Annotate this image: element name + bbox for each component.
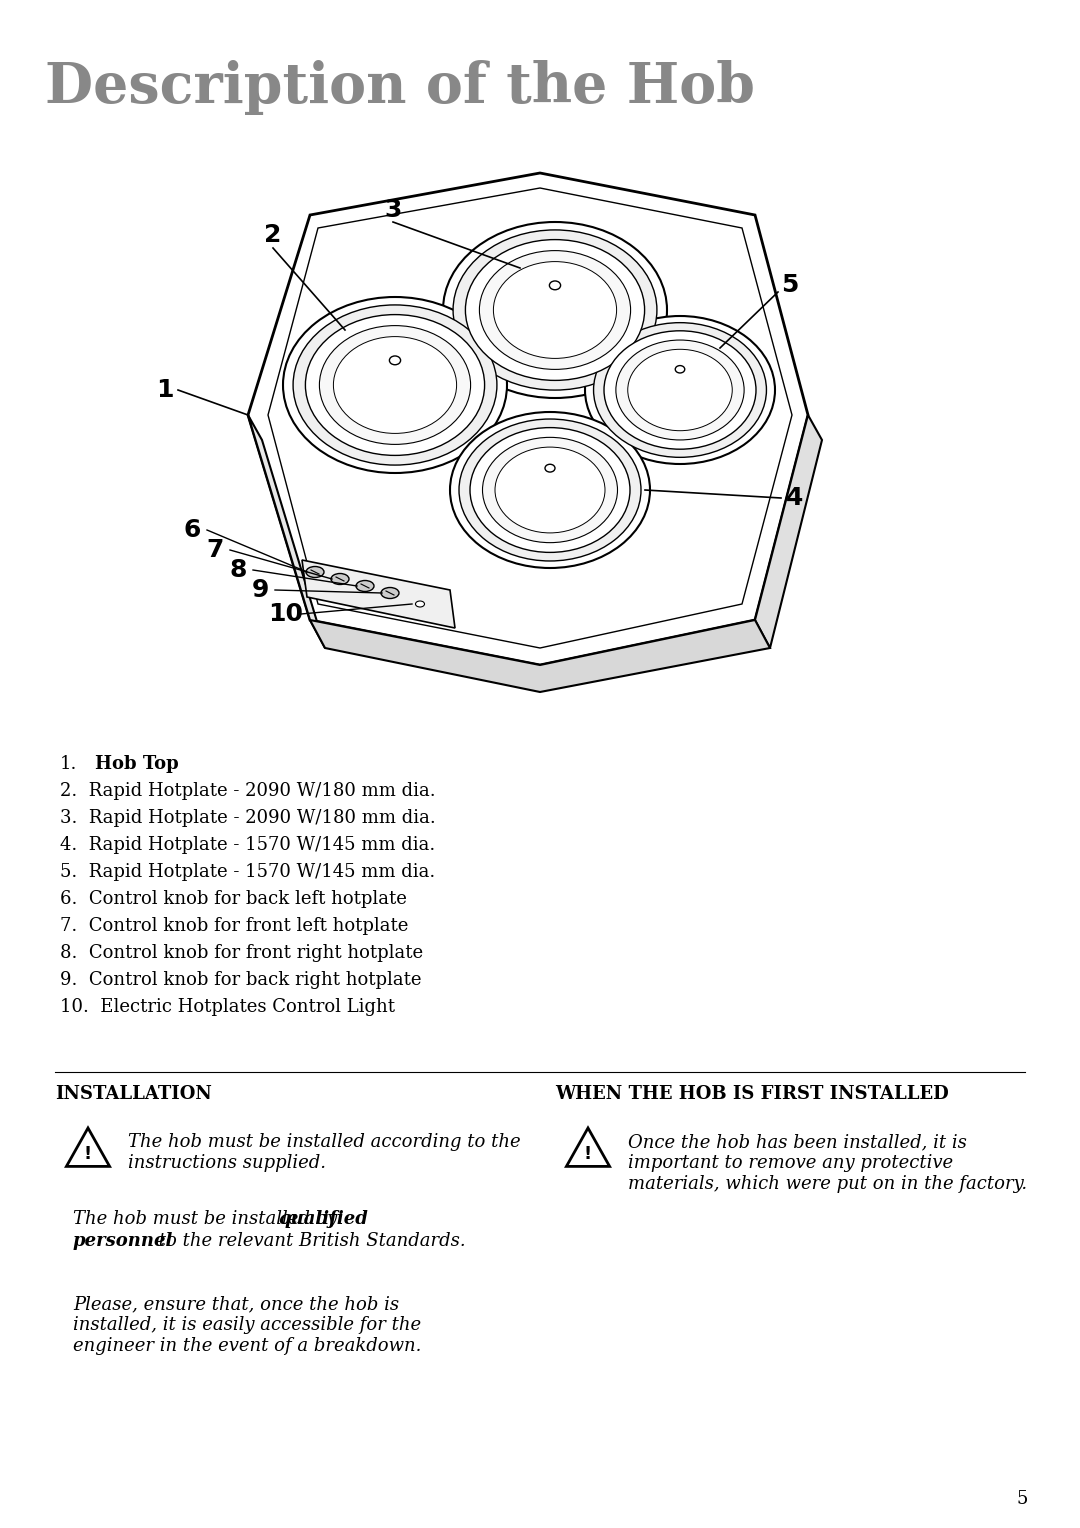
Ellipse shape [283, 296, 507, 474]
Ellipse shape [443, 222, 667, 397]
Ellipse shape [594, 322, 767, 457]
Text: Please, ensure that, once the hob is
installed, it is easily accessible for the
: Please, ensure that, once the hob is ins… [73, 1296, 421, 1355]
Text: 8: 8 [229, 558, 246, 582]
Ellipse shape [306, 567, 324, 578]
Text: 10: 10 [269, 602, 303, 626]
Ellipse shape [616, 341, 744, 440]
Ellipse shape [470, 428, 630, 553]
Ellipse shape [450, 413, 650, 568]
Text: 9.  Control knob for back right hotplate: 9. Control knob for back right hotplate [60, 970, 421, 989]
Ellipse shape [494, 261, 617, 359]
Ellipse shape [381, 587, 399, 599]
Text: Hob Top: Hob Top [95, 755, 179, 773]
Text: !: ! [84, 1146, 92, 1163]
Text: 1: 1 [157, 377, 174, 402]
Text: personnel: personnel [73, 1232, 174, 1250]
Ellipse shape [330, 573, 349, 585]
Polygon shape [755, 416, 822, 648]
Text: Description of the Hob: Description of the Hob [45, 60, 755, 115]
Text: 4.  Rapid Hotplate - 1570 W/145 mm dia.: 4. Rapid Hotplate - 1570 W/145 mm dia. [60, 836, 435, 854]
Text: 10.  Electric Hotplates Control Light: 10. Electric Hotplates Control Light [60, 998, 395, 1016]
Text: 8.  Control knob for front right hotplate: 8. Control knob for front right hotplate [60, 944, 423, 963]
Text: qualified: qualified [278, 1210, 368, 1229]
Ellipse shape [334, 336, 457, 434]
Text: !: ! [584, 1146, 592, 1163]
Ellipse shape [495, 448, 605, 533]
Ellipse shape [480, 251, 631, 370]
Text: 7.  Control knob for front left hotplate: 7. Control knob for front left hotplate [60, 917, 408, 935]
Polygon shape [302, 559, 455, 628]
Ellipse shape [306, 315, 485, 455]
Text: to the relevant British Standards.: to the relevant British Standards. [153, 1232, 465, 1250]
Ellipse shape [356, 581, 374, 591]
Text: The hob must be installed by: The hob must be installed by [73, 1210, 343, 1229]
Text: 2.  Rapid Hotplate - 2090 W/180 mm dia.: 2. Rapid Hotplate - 2090 W/180 mm dia. [60, 782, 435, 801]
Text: 4: 4 [786, 486, 804, 510]
Ellipse shape [604, 330, 756, 449]
Ellipse shape [416, 601, 424, 607]
Text: 2: 2 [265, 223, 282, 248]
Text: 3.  Rapid Hotplate - 2090 W/180 mm dia.: 3. Rapid Hotplate - 2090 W/180 mm dia. [60, 808, 435, 827]
Text: 1.: 1. [60, 755, 78, 773]
Text: INSTALLATION: INSTALLATION [55, 1085, 212, 1103]
Ellipse shape [627, 350, 732, 431]
Text: 5.  Rapid Hotplate - 1570 W/145 mm dia.: 5. Rapid Hotplate - 1570 W/145 mm dia. [60, 863, 435, 882]
Ellipse shape [320, 325, 471, 445]
Polygon shape [310, 620, 770, 692]
Text: 3: 3 [384, 199, 402, 222]
Polygon shape [248, 173, 808, 665]
Polygon shape [248, 416, 325, 648]
Text: 5: 5 [781, 274, 799, 296]
Ellipse shape [465, 240, 645, 380]
Text: 6.  Control knob for back left hotplate: 6. Control knob for back left hotplate [60, 889, 407, 908]
Text: Once the hob has been installed, it is
important to remove any protective
materi: Once the hob has been installed, it is i… [627, 1132, 1027, 1192]
Text: The hob must be installed according to the
instructions supplied.: The hob must be installed according to t… [129, 1132, 521, 1172]
Text: 9: 9 [252, 578, 269, 602]
Text: 7: 7 [206, 538, 224, 562]
Ellipse shape [454, 229, 657, 390]
Ellipse shape [293, 306, 497, 465]
Ellipse shape [585, 316, 775, 465]
Text: 5: 5 [1016, 1490, 1028, 1508]
Ellipse shape [459, 419, 642, 561]
Text: WHEN THE HOB IS FIRST INSTALLED: WHEN THE HOB IS FIRST INSTALLED [555, 1085, 948, 1103]
Ellipse shape [483, 437, 618, 542]
Text: 6: 6 [184, 518, 201, 542]
